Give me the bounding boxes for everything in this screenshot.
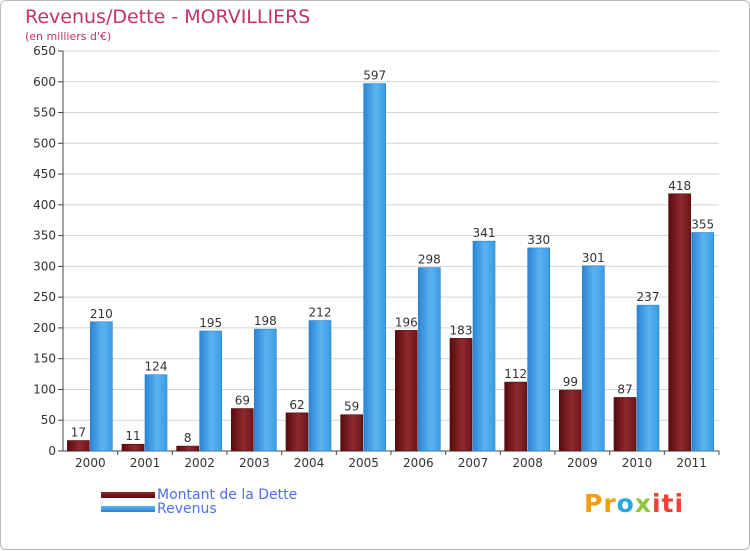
value-label-revenus-2003: 198 (254, 314, 277, 328)
bar-dette-2001 (121, 443, 145, 452)
y-tick-label: 400 (33, 198, 56, 212)
value-label-dette-2006: 196 (395, 315, 418, 329)
x-tick-label: 2011 (676, 456, 707, 470)
value-label-dette-2001: 11 (125, 429, 140, 443)
value-label-dette-2003: 69 (235, 394, 250, 408)
bar-revenus-2002 (199, 330, 222, 452)
bar-dette-2003 (231, 408, 254, 452)
y-tick-label: 100 (33, 382, 56, 396)
value-label-revenus-2001: 124 (145, 360, 168, 374)
x-tick-label: 2009 (567, 456, 598, 470)
legend-item-dette: Montant de la Dette (101, 487, 297, 503)
bar-revenus-2003 (254, 328, 277, 452)
bars-layer (67, 83, 714, 452)
y-tick-label: 350 (33, 229, 56, 243)
bar-revenus-2009 (582, 265, 605, 452)
bar-dette-2007 (449, 338, 473, 452)
y-tick-label: 50 (41, 413, 56, 427)
y-tick-label: 550 (33, 106, 56, 120)
value-label-revenus-2010: 237 (637, 290, 660, 304)
bar-revenus-2001 (144, 374, 168, 452)
y-tick-label: 250 (33, 290, 56, 304)
legend-label-dette: Montant de la Dette (157, 487, 298, 503)
y-tick-label: 450 (33, 167, 56, 181)
bar-dette-2008 (504, 381, 527, 452)
legend-label-revenus: Revenus (157, 501, 217, 517)
bar-revenus-2006 (418, 267, 441, 452)
value-label-dette-2009: 99 (563, 375, 578, 389)
y-tick-label: 600 (33, 75, 56, 89)
y-tick-label: 0 (48, 444, 56, 458)
labels-layer: 0 50 100 150 200 250 300 350 400 450 500 550 600 650 2… (33, 44, 714, 470)
value-label-dette-2010: 87 (617, 382, 632, 396)
y-tick-label: 150 (33, 352, 56, 366)
bar-revenus-2007 (472, 240, 496, 452)
x-tick-label: 2002 (184, 456, 215, 470)
value-label-dette-2004: 62 (289, 398, 304, 412)
chart-title: Revenus/Dette - MORVILLIERS (25, 6, 311, 28)
value-label-revenus-2009: 301 (582, 251, 605, 265)
value-label-dette-2011: 418 (668, 179, 691, 193)
x-tick-label: 2003 (239, 456, 270, 470)
bar-dette-2005 (340, 414, 363, 452)
x-tick-label: 2008 (512, 456, 543, 470)
bar-dette-2000 (67, 440, 90, 452)
y-tick-label: 500 (33, 136, 56, 150)
bar-dette-2004 (285, 412, 309, 452)
value-label-revenus-2002: 195 (199, 316, 222, 330)
logo-part-2: o (616, 489, 635, 518)
bar-dette-2011 (668, 193, 691, 452)
value-label-dette-2005: 59 (344, 400, 359, 414)
x-tick-label: 2000 (75, 456, 106, 470)
logo-part-3: x (634, 489, 652, 518)
value-label-dette-2000: 17 (71, 426, 86, 440)
proxiti-logo: Proxiti (584, 489, 684, 518)
legend-swatch-dette (101, 492, 155, 498)
logo-part-1: Pr (584, 489, 617, 518)
bar-revenus-2004 (308, 320, 332, 452)
bar-dette-2010 (613, 397, 637, 452)
y-tick-label: 200 (33, 321, 56, 335)
bar-revenus-2008 (527, 247, 550, 452)
value-label-revenus-2007: 341 (473, 226, 496, 240)
y-tick-label: 650 (33, 44, 56, 58)
value-label-revenus-2005: 597 (363, 69, 386, 83)
x-tick-label: 2006 (403, 456, 434, 470)
bar-revenus-2011 (691, 232, 714, 452)
bar-revenus-2000 (90, 321, 113, 452)
y-tick-label: 300 (33, 259, 56, 273)
bar-dette-2002 (176, 445, 199, 452)
value-label-revenus-2011: 355 (691, 218, 714, 232)
bar-revenus-2005 (363, 83, 386, 452)
value-label-revenus-2006: 298 (418, 253, 441, 267)
legend-swatch-revenus (101, 506, 155, 512)
value-label-revenus-2004: 212 (309, 306, 332, 320)
bar-dette-2009 (559, 389, 582, 452)
bar-revenus-2010 (636, 304, 660, 452)
x-tick-label: 2010 (622, 456, 653, 470)
bar-dette-2006 (395, 330, 418, 452)
value-label-dette-2008: 112 (504, 367, 527, 381)
x-tick-label: 2005 (348, 456, 379, 470)
chart-subtitle: (en milliers d'€) (25, 30, 112, 43)
x-tick-label: 2004 (294, 456, 325, 470)
grid-layer (58, 50, 720, 455)
value-label-dette-2002: 8 (184, 431, 192, 445)
x-tick-label: 2001 (130, 456, 161, 470)
logo-part-4: iti (651, 489, 685, 518)
x-tick-label: 2007 (458, 456, 489, 470)
legend-item-revenus: Revenus (101, 501, 217, 517)
value-label-revenus-2000: 210 (90, 307, 113, 321)
value-label-revenus-2008: 330 (527, 233, 550, 247)
value-label-dette-2007: 183 (450, 323, 473, 337)
